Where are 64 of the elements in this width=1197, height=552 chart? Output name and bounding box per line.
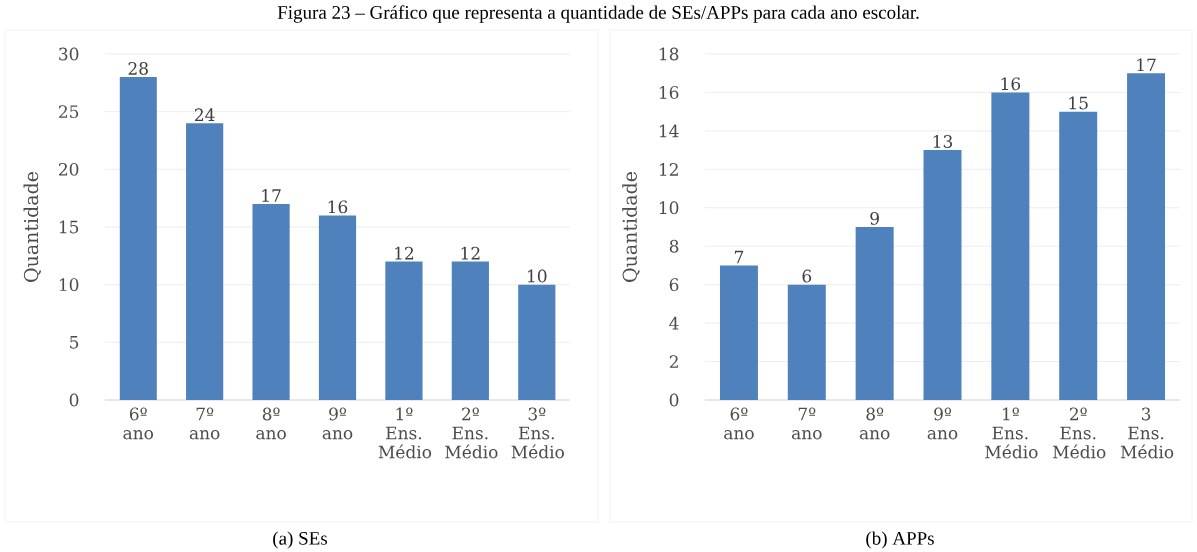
x-tick-label: 3º Ens. Médio (511, 407, 564, 459)
data-label: 7 (734, 250, 744, 264)
y-tick-label: 10 (59, 278, 79, 292)
bar (186, 123, 224, 400)
data-label: 17 (262, 189, 281, 202)
bar (318, 215, 357, 400)
y-tick-label: 10 (659, 201, 679, 215)
data-label: 28 (128, 62, 148, 75)
x-tick-label: 7º ano (791, 407, 822, 440)
bar (991, 92, 1030, 400)
data-label: 24 (194, 108, 215, 121)
data-label: 10 (528, 269, 547, 283)
y-tick-label: 15 (59, 220, 79, 234)
x-tick-label: 1º Ens. Médio (985, 407, 1038, 459)
bar (518, 284, 556, 400)
bar (1127, 73, 1166, 400)
data-label: 15 (1069, 96, 1088, 110)
bar (385, 261, 423, 400)
y-tick-label: 4 (669, 316, 679, 330)
y-tick-label: 0 (669, 393, 679, 407)
data-label: 9 (870, 211, 879, 225)
bar (119, 77, 157, 400)
x-tick-label: 8º ano (859, 407, 890, 440)
x-tick-label: 1º Ens. Médio (378, 407, 432, 459)
y-tick-label: 8 (669, 239, 679, 253)
y-tick-label: 14 (659, 124, 679, 138)
x-tick-label: 6º ano (123, 407, 154, 440)
x-tick-label: 9º ano (927, 407, 958, 440)
bar (252, 203, 290, 400)
y-tick-label: 6 (669, 278, 679, 292)
bar (855, 227, 894, 400)
y-tick-label: 25 (59, 105, 79, 119)
x-tick-label: 3 Ens. Médio (1120, 407, 1174, 459)
bar (719, 265, 758, 400)
y-tick-label: 30 (59, 47, 79, 61)
x-tick-label: 8º ano (256, 407, 286, 440)
text: Figura 23 – Gráfico que representa a quantidade de SEs/APPs para cada ano escolar. (277, 5, 919, 23)
x-tick-label: 6º ano (724, 407, 754, 440)
y-tick-label: 5 (70, 336, 79, 349)
text: (b) APPs (866, 531, 934, 549)
data-label: 13 (933, 135, 953, 148)
x-tick-label: 2º Ens. Médio (1053, 407, 1106, 459)
x-tick-label: 9º ano (322, 407, 353, 440)
bar (787, 284, 826, 400)
bar (923, 150, 962, 400)
data-label: 12 (395, 246, 414, 260)
y-tick-label: 16 (659, 86, 679, 99)
data-label: 17 (1137, 58, 1156, 72)
y-tick-label: 20 (59, 162, 79, 176)
bar (1059, 111, 1098, 400)
y-tick-label: 2 (669, 355, 678, 368)
data-label: 16 (1001, 77, 1021, 91)
bar (451, 261, 489, 400)
x-tick-label: 7º ano (189, 407, 220, 440)
y-axis-title: Quantidade (622, 171, 640, 282)
data-label: 12 (461, 246, 480, 260)
y-tick-label: 12 (659, 163, 678, 176)
x-tick-label: 2º Ens. Médio (445, 407, 498, 459)
y-axis-title: Quantidade (23, 171, 42, 282)
y-tick-label: 0 (69, 393, 79, 407)
data-label: 16 (328, 200, 348, 214)
data-label: 6 (802, 269, 812, 283)
y-tick-label: 18 (659, 47, 679, 61)
text: (a) SEs (273, 531, 328, 549)
